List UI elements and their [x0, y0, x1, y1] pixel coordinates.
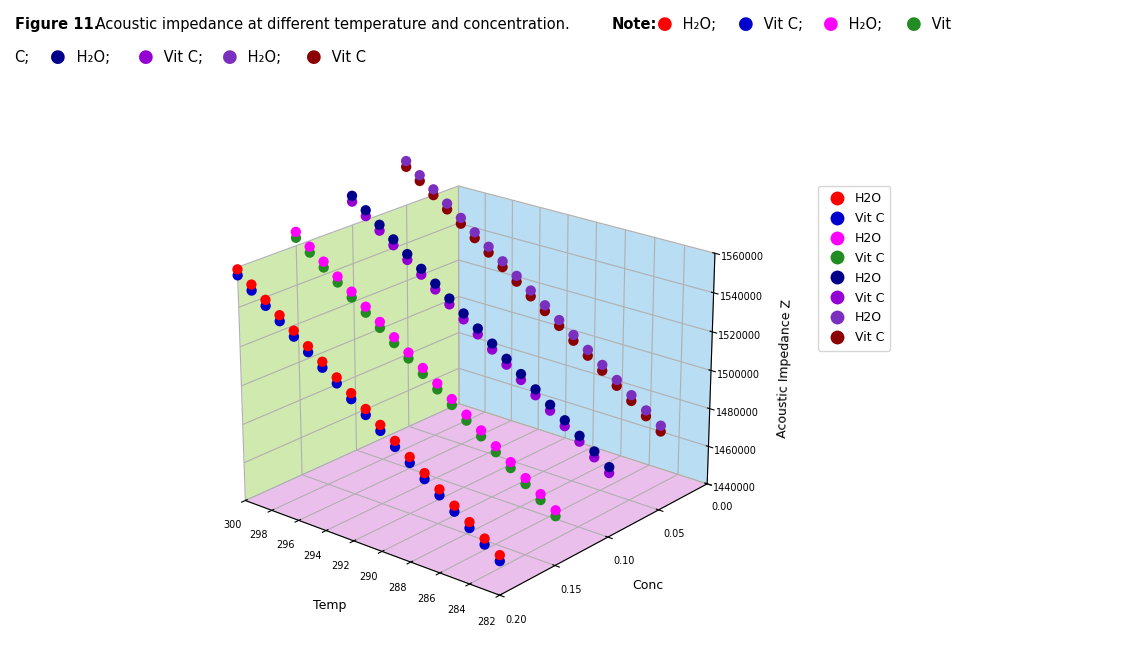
Text: ●: ● [50, 48, 66, 66]
Y-axis label: Conc: Conc [632, 579, 664, 592]
Text: H₂O;: H₂O; [243, 50, 286, 65]
Text: Vit C;: Vit C; [759, 17, 807, 32]
Text: ●: ● [138, 48, 154, 66]
Text: Acoustic impedance at different temperature and concentration.: Acoustic impedance at different temperat… [91, 17, 574, 32]
Text: C;: C; [15, 50, 30, 65]
Text: H₂O;: H₂O; [678, 17, 721, 32]
Text: H₂O;: H₂O; [844, 17, 887, 32]
Text: Note:: Note: [612, 17, 657, 32]
Text: ●: ● [306, 48, 322, 66]
Legend: H2O, Vit C, H2O, Vit C, H2O, Vit C, H2O, Vit C: H2O, Vit C, H2O, Vit C, H2O, Vit C, H2O,… [818, 186, 890, 351]
Text: ●: ● [906, 15, 921, 33]
Text: Figure 11.: Figure 11. [15, 17, 99, 32]
Text: Vit C;: Vit C; [159, 50, 207, 65]
Text: ●: ● [823, 15, 839, 33]
Text: ●: ● [657, 15, 673, 33]
Text: ●: ● [738, 15, 753, 33]
Text: Vit: Vit [927, 17, 952, 32]
Text: H₂O;: H₂O; [72, 50, 114, 65]
Text: Vit C: Vit C [327, 50, 367, 65]
Text: ●: ● [222, 48, 238, 66]
X-axis label: Temp: Temp [313, 599, 346, 612]
